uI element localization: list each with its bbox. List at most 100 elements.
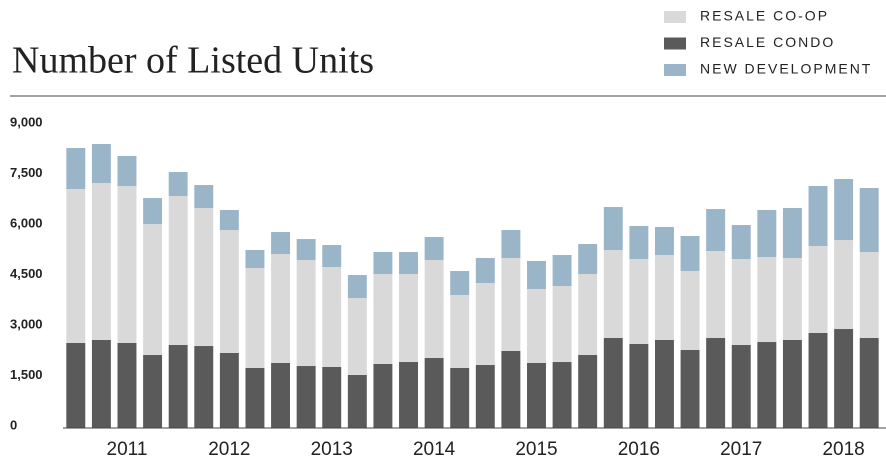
bar (475, 365, 495, 428)
bar (859, 188, 879, 253)
bar (271, 232, 291, 255)
bar (347, 298, 367, 376)
bar (168, 196, 188, 346)
y-tick-label: 6,000 (10, 215, 43, 230)
bar (731, 225, 751, 260)
x-tick-label: 2013 (311, 439, 353, 460)
bar (552, 362, 572, 428)
bar (450, 368, 470, 428)
bar (706, 251, 726, 339)
bar (373, 274, 393, 364)
y-tick-label: 3,000 (10, 316, 43, 331)
x-tick-label: 2016 (618, 439, 660, 460)
bar (66, 189, 86, 343)
bar (117, 342, 137, 428)
bar (194, 346, 214, 428)
bar (219, 352, 239, 428)
bar (194, 185, 214, 209)
bar (603, 207, 623, 251)
bar (117, 186, 137, 343)
legend-label: RESALE CO-OP (700, 8, 829, 24)
bar (603, 338, 623, 428)
bar (322, 245, 342, 268)
bar (245, 268, 265, 369)
legend-label: NEW DEVELOPMENT (700, 61, 872, 77)
bar (834, 329, 854, 428)
bar (117, 156, 137, 187)
bar (782, 208, 802, 259)
bar (680, 235, 700, 272)
bar (322, 366, 342, 428)
legend-label: RESALE CONDO (700, 34, 835, 50)
chart-title: Number of Listed Units (12, 40, 374, 82)
bar (296, 366, 316, 428)
bar (706, 209, 726, 252)
bar (859, 338, 879, 428)
bar (424, 237, 444, 261)
bar (373, 363, 393, 428)
bar (629, 258, 649, 345)
y-tick-label: 7,500 (10, 165, 43, 180)
bar (501, 351, 521, 428)
bar (603, 250, 623, 339)
bar (680, 349, 700, 428)
bar (91, 183, 111, 340)
bar (680, 271, 700, 350)
bar (424, 260, 444, 359)
legend-swatch (664, 37, 686, 50)
bar (219, 230, 239, 353)
bar (91, 144, 111, 184)
bar (245, 368, 265, 428)
bar (347, 275, 367, 299)
bar (219, 210, 239, 231)
bar (757, 210, 777, 258)
bar (757, 342, 777, 428)
bar (501, 230, 521, 259)
bar (808, 332, 828, 428)
legend-swatch (664, 11, 686, 23)
bar (450, 271, 470, 296)
x-tick-label: 2012 (208, 439, 250, 460)
bar (706, 338, 726, 428)
bar (654, 254, 674, 340)
bar (654, 226, 674, 255)
bar (475, 258, 495, 284)
bar (552, 286, 572, 363)
bar (168, 345, 188, 428)
bar (475, 283, 495, 366)
bar (450, 295, 470, 369)
bar (654, 339, 674, 428)
bar (66, 342, 86, 428)
bar (399, 252, 418, 275)
bar (629, 226, 649, 259)
x-tick-label: 2014 (413, 439, 456, 460)
y-tick-label: 4,500 (10, 266, 43, 281)
bar (757, 257, 777, 343)
bar (578, 244, 598, 275)
bar (578, 274, 598, 356)
bar (731, 345, 751, 428)
bar (66, 147, 86, 190)
bar (834, 179, 854, 241)
bar (322, 267, 342, 367)
bar (527, 260, 546, 289)
bar (143, 224, 163, 356)
legend-swatch (664, 64, 686, 76)
bar (399, 362, 418, 428)
bar (527, 288, 546, 363)
bar (859, 252, 879, 339)
bar (808, 245, 828, 333)
bar (373, 252, 393, 275)
bar (91, 339, 111, 428)
bar (527, 362, 546, 428)
bar (143, 355, 163, 428)
bar (834, 240, 854, 330)
bar (782, 258, 802, 340)
bar (731, 259, 751, 346)
bar (296, 239, 316, 261)
bar (245, 250, 265, 269)
bar (552, 255, 572, 287)
bar (424, 358, 444, 428)
x-tick-label: 2018 (822, 439, 864, 460)
